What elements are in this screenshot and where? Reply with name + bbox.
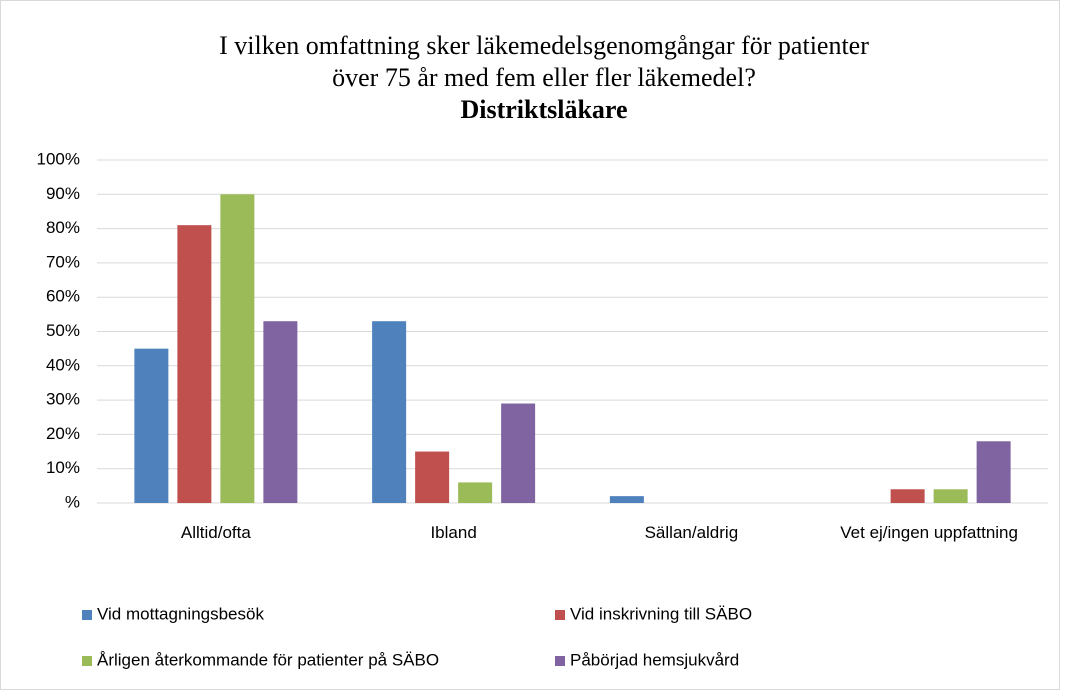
- bar: [458, 482, 493, 503]
- legend-label: Vid inskrivning till SÄBO: [570, 604, 752, 623]
- legend-swatch: [555, 610, 565, 620]
- x-tick-label: Alltid/ofta: [180, 523, 251, 542]
- bar: [976, 441, 1011, 503]
- y-tick-label: %: [65, 492, 80, 511]
- legend-label: Vid mottagningsbesök: [97, 604, 264, 623]
- legend-swatch: [82, 656, 92, 666]
- bar: [415, 451, 450, 503]
- y-tick-label: 80%: [46, 218, 80, 237]
- bar: [609, 496, 644, 503]
- y-tick-label: 60%: [46, 287, 80, 306]
- x-tick-label-box: Sällan/aldrig: [644, 523, 739, 542]
- bar: [220, 194, 255, 504]
- chart-subtitle: Distriktsläkare: [460, 95, 627, 124]
- y-tick-label: 50%: [46, 321, 80, 340]
- bar: [890, 489, 925, 503]
- y-tick-label: 10%: [46, 458, 80, 477]
- bar: [134, 348, 169, 503]
- y-tick-label: 100%: [37, 149, 80, 168]
- legend-swatch: [82, 610, 92, 620]
- legend-swatch: [555, 656, 565, 666]
- x-tick-label-box: Ibland: [430, 523, 477, 542]
- bar: [501, 403, 536, 503]
- y-tick-label: 70%: [46, 252, 80, 271]
- y-tick-label: 40%: [46, 355, 80, 374]
- y-tick-label: 90%: [46, 184, 80, 203]
- y-tick-label: 30%: [46, 390, 80, 409]
- bar: [372, 321, 407, 503]
- legend-label: Årligen återkommande för patienter på SÄ…: [97, 650, 439, 669]
- x-tick-label: Vet ej/ingen uppfattning: [840, 523, 1018, 542]
- chart-title: över 75 år med fem eller fler läkemedel?: [332, 63, 756, 92]
- bar: [263, 321, 298, 503]
- y-tick-label: 20%: [46, 424, 80, 443]
- legend-label: Påbörjad hemsjukvård: [570, 650, 739, 669]
- x-tick-label-box: Vet ej/ingen uppfattning: [840, 523, 1018, 542]
- x-tick-label: Sällan/aldrig: [644, 523, 739, 542]
- bar: [177, 225, 212, 504]
- chart-title: I vilken omfattning sker läkemedelsgenom…: [219, 31, 869, 60]
- x-tick-label-box: Alltid/ofta: [180, 523, 251, 542]
- x-tick-label: Ibland: [430, 523, 477, 542]
- bar: [933, 489, 968, 503]
